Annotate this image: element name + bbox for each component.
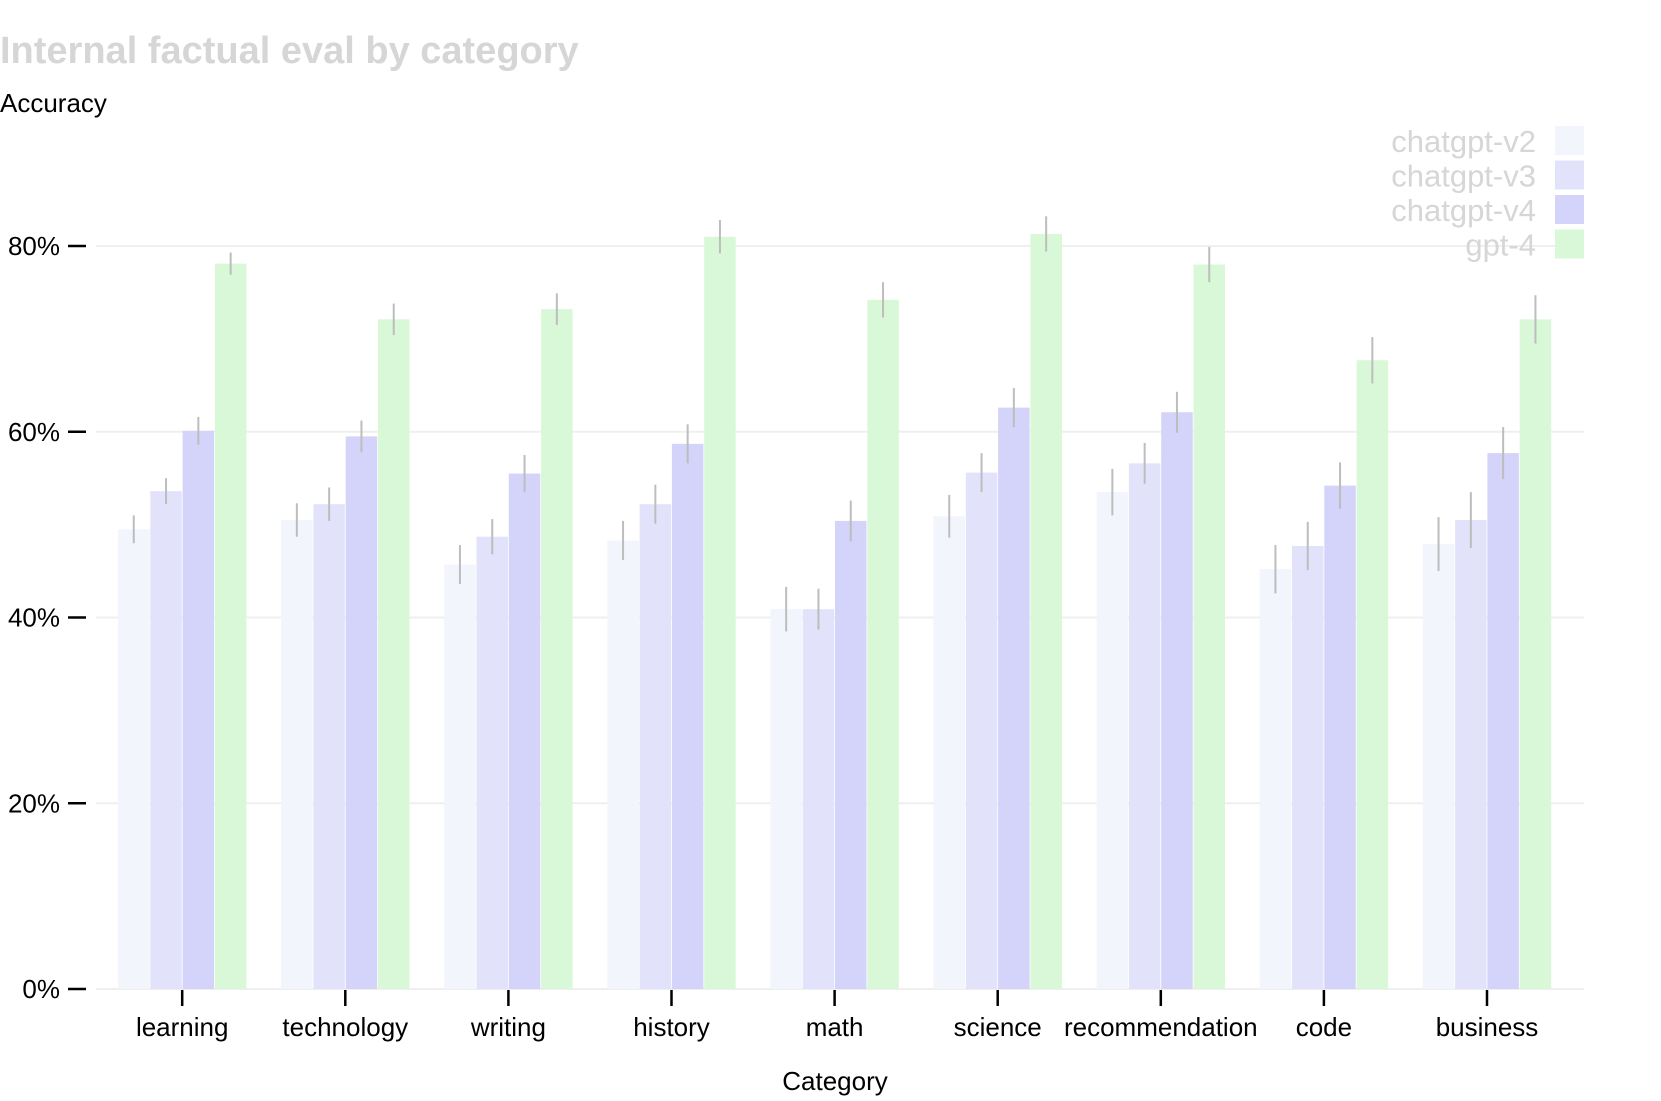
bar-gpt-4-code (1356, 360, 1389, 990)
bar-chatgpt-v3-history (639, 504, 672, 989)
y-tick-label: 20% (8, 788, 60, 818)
bar-gpt-4-history (704, 236, 736, 989)
bar-chatgpt-v2-technology (281, 519, 313, 989)
bar-gpt-4-business (1519, 319, 1552, 990)
bar-chatgpt-v3-math (802, 609, 835, 989)
legend-label-chatgpt-v4: chatgpt-v4 (1391, 193, 1536, 228)
legend-swatch-chatgpt-v4 (1555, 195, 1584, 224)
bar-gpt-4-learning (214, 263, 247, 989)
x-axis-label: Category (782, 1066, 888, 1096)
bar-chatgpt-v4-math (835, 520, 867, 989)
y-tick-label: 40% (8, 603, 60, 633)
x-tick-label: code (1296, 1012, 1352, 1042)
y-tick-label: 60% (8, 417, 60, 447)
bar-chatgpt-v3-code (1292, 545, 1324, 989)
legend-label-gpt-4: gpt-4 (1465, 228, 1536, 263)
bar-gpt-4-science (1030, 233, 1062, 989)
bar-chatgpt-v2-code (1259, 569, 1292, 989)
legend-swatch-chatgpt-v3 (1555, 160, 1584, 190)
bar-chatgpt-v3-science (965, 472, 998, 989)
x-tick-label: recommendation (1064, 1012, 1258, 1042)
y-tick-label: 80% (8, 231, 60, 261)
x-tick-label: math (806, 1012, 864, 1042)
bar-chatgpt-v2-recommendation (1096, 492, 1129, 989)
bar-chatgpt-v4-business (1487, 453, 1519, 990)
x-tick-label: business (1436, 1012, 1539, 1042)
bar-chatgpt-v3-technology (313, 504, 345, 989)
x-tick-label: technology (282, 1012, 408, 1042)
bar-chatgpt-v3-learning (150, 491, 182, 989)
bar-gpt-4-recommendation (1193, 264, 1225, 989)
bar-chatgpt-v2-history (607, 540, 639, 989)
bar-chatgpt-v3-writing (476, 536, 508, 989)
bar-chatgpt-v2-math (770, 609, 802, 989)
bar-chatgpt-v2-science (933, 516, 965, 989)
y-tick-label: 0% (22, 974, 60, 1004)
bar-gpt-4-technology (378, 319, 410, 990)
bar-chatgpt-v3-recommendation (1128, 463, 1161, 989)
x-tick-label: writing (470, 1012, 546, 1042)
bar-chatgpt-v4-learning (182, 430, 215, 989)
legend-label-chatgpt-v3: chatgpt-v3 (1391, 159, 1536, 194)
bar-chatgpt-v2-writing (444, 564, 476, 989)
bar-chatgpt-v4-technology (345, 436, 378, 989)
x-tick-label: learning (136, 1012, 229, 1042)
bar-gpt-4-math (867, 299, 899, 989)
bar-chatgpt-v3-business (1455, 519, 1487, 989)
bar-chatgpt-v2-business (1422, 544, 1455, 989)
x-tick-label: history (633, 1012, 710, 1042)
legend-swatch-chatgpt-v2 (1555, 126, 1584, 155)
bar-chatgpt-v4-writing (508, 473, 541, 989)
legend-swatch-gpt-4 (1555, 229, 1584, 259)
chart-title: Internal factual eval by category (0, 30, 579, 72)
y-axis-label: Accuracy (0, 88, 107, 118)
bar-gpt-4-writing (541, 309, 573, 989)
x-tick-label: science (954, 1012, 1042, 1042)
legend-label-chatgpt-v2: chatgpt-v2 (1391, 124, 1536, 159)
bar-chatgpt-v4-science (998, 407, 1030, 989)
bar-chatgpt-v4-code (1324, 485, 1356, 989)
bar-chatgpt-v2-learning (118, 529, 150, 989)
bar-chatgpt-v4-history (671, 443, 704, 990)
bar-chatgpt-v4-recommendation (1161, 412, 1193, 990)
